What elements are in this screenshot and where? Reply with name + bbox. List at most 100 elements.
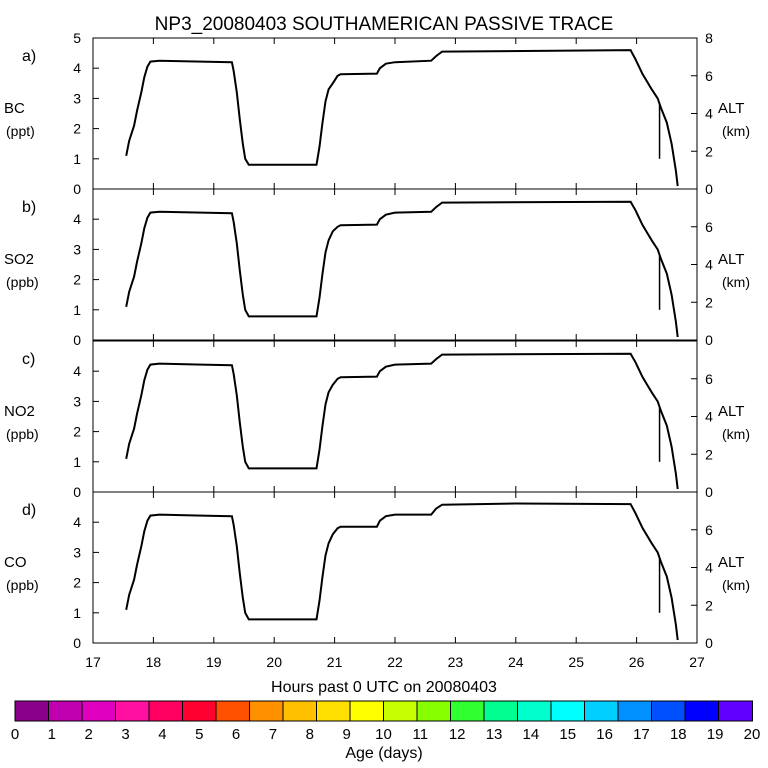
colorbar-tick-label: 2 xyxy=(85,726,93,743)
colorbar-tick-label: 13 xyxy=(486,726,503,743)
x-axis-label: Hours past 0 UTC on 20080403 xyxy=(271,679,497,696)
right-tick-label: 2 xyxy=(705,446,713,462)
x-tick-label: 23 xyxy=(448,654,464,670)
left-tick-label: 0 xyxy=(73,484,81,500)
right-axis-label: ALT xyxy=(718,403,744,420)
x-tick-label: 24 xyxy=(508,654,524,670)
panel-label: a) xyxy=(22,48,36,65)
left-tick-label: 0 xyxy=(73,635,81,651)
right-tick-label: 2 xyxy=(705,143,713,159)
left-tick-label: 3 xyxy=(73,393,81,409)
x-tick-label: 19 xyxy=(206,654,222,670)
colorbar-tick-label: 9 xyxy=(342,726,350,743)
colorbar-swatch xyxy=(416,700,452,722)
colorbar-tick-label: 10 xyxy=(375,726,392,743)
x-tick-label: 25 xyxy=(568,654,584,670)
colorbar-swatch xyxy=(14,700,50,722)
colorbar-tick-label: 18 xyxy=(670,726,687,743)
right-tick-label: 6 xyxy=(705,371,713,387)
colorbar-swatch xyxy=(148,700,184,722)
colorbar-swatch xyxy=(249,700,284,722)
colorbar-tick-label: 5 xyxy=(195,726,203,743)
left-tick-label: 4 xyxy=(73,514,81,530)
colorbar-swatch xyxy=(316,700,351,722)
left-tick-label: 4 xyxy=(73,60,81,76)
colorbar-swatch xyxy=(115,700,150,722)
right-tick-label: 4 xyxy=(705,560,713,576)
left-tick-label: 4 xyxy=(73,363,81,379)
left-axis-unit: (ppb) xyxy=(6,577,39,593)
right-axis-unit: (km) xyxy=(722,123,750,139)
colorbar-tick-label: 20 xyxy=(744,726,761,743)
colorbar-swatch xyxy=(617,700,653,722)
left-tick-label: 1 xyxy=(73,151,81,167)
left-tick-label: 3 xyxy=(73,90,81,106)
left-axis-label: NO2 xyxy=(4,403,35,420)
right-tick-label: 8 xyxy=(705,30,713,46)
colorbar-tick-label: 6 xyxy=(232,726,240,743)
colorbar-swatch xyxy=(215,700,251,722)
panel-label: c) xyxy=(22,351,35,368)
left-tick-label: 2 xyxy=(73,424,81,440)
left-axis-unit: (ppb) xyxy=(6,426,39,442)
trace-line xyxy=(125,49,679,187)
panel-label: d) xyxy=(22,502,36,519)
left-tick-label: 3 xyxy=(73,544,81,560)
chart-panels: 01234502468a)BC(ppt)ALT(km)012340246b)SO… xyxy=(4,30,750,670)
colorbar-label: Age (days) xyxy=(345,745,422,762)
right-tick-label: 4 xyxy=(705,257,713,273)
left-axis-label: CO xyxy=(4,554,27,571)
x-tick-label: 20 xyxy=(266,654,282,670)
right-axis-unit: (km) xyxy=(722,274,750,290)
age-colorbar: 0 1 2 3 4 5 6 7 8 9 10 11 12 13 14 15 16 17 18 19 20 xyxy=(11,700,761,743)
x-tick-label: 27 xyxy=(689,654,705,670)
left-tick-label: 2 xyxy=(73,272,81,288)
colorbar-swatch xyxy=(483,700,519,722)
left-tick-label: 4 xyxy=(73,211,81,227)
colorbar-tick-label: 1 xyxy=(48,726,56,743)
right-tick-label: 6 xyxy=(705,219,713,235)
left-tick-label: 5 xyxy=(73,30,81,46)
left-tick-label: 2 xyxy=(73,121,81,137)
panel-c: 0 1 2 3 4 0 2 4 6 c) NO2 (ppb) ALT (km) xyxy=(4,340,750,500)
trace-line xyxy=(125,502,679,641)
colorbar-swatch xyxy=(282,700,318,722)
left-tick-label: 1 xyxy=(73,605,81,621)
panel-a: 0 1 2 3 4 5 0 2 4 6 8 a) BC (ppt) ALT (km) xyxy=(4,30,750,197)
colorbar-tick-label: 12 xyxy=(449,726,466,743)
right-tick-label: 0 xyxy=(705,181,713,197)
x-tick-label: 17 xyxy=(85,654,101,670)
right-tick-label: 6 xyxy=(705,68,713,84)
right-axis-unit: (km) xyxy=(722,577,750,593)
left-tick-label: 3 xyxy=(73,241,81,257)
panel-d: 0 1 2 3 4 0 2 4 6 d) CO (ppb) ALT (km) xyxy=(4,491,750,651)
colorbar-swatch xyxy=(684,700,720,722)
right-tick-label: 2 xyxy=(705,597,713,613)
colorbar-tick-label: 17 xyxy=(633,726,650,743)
colorbar-swatch xyxy=(81,700,117,722)
colorbar-swatch xyxy=(182,700,217,722)
colorbar-swatch xyxy=(450,700,485,722)
right-tick-label: 6 xyxy=(705,522,713,538)
left-tick-label: 0 xyxy=(73,181,81,197)
colorbar-tick-label: 14 xyxy=(523,726,540,743)
x-tick-label: 26 xyxy=(629,654,645,670)
right-tick-label: 4 xyxy=(705,409,713,425)
right-tick-label: 0 xyxy=(705,484,713,500)
right-axis-label: ALT xyxy=(718,251,744,268)
left-tick-label: 2 xyxy=(73,575,81,591)
left-tick-label: 0 xyxy=(73,332,81,348)
colorbar-swatch xyxy=(48,700,83,722)
right-axis-unit: (km) xyxy=(722,426,750,442)
x-tick-label: 18 xyxy=(146,654,162,670)
colorbar-tick-label: 3 xyxy=(121,726,129,743)
colorbar-tick-label: 11 xyxy=(413,726,429,743)
left-axis-label: BC xyxy=(4,100,25,117)
colorbar-tick-label: 0 xyxy=(11,726,19,743)
left-axis-unit: (ppt) xyxy=(6,123,35,139)
right-tick-label: 0 xyxy=(705,332,713,348)
colorbar-tick-label: 15 xyxy=(559,726,576,743)
colorbar-tick-label: 16 xyxy=(596,726,613,743)
colorbar-swatch xyxy=(349,700,385,722)
